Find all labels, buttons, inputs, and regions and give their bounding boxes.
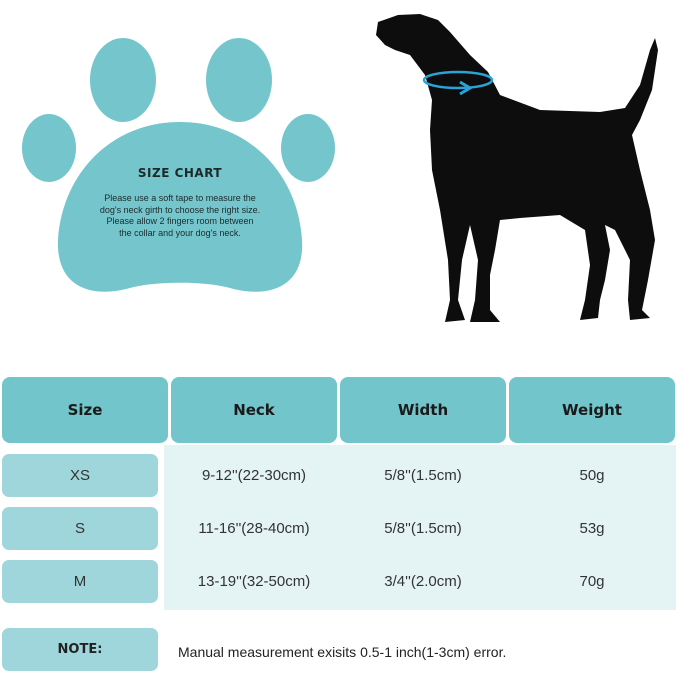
dog-silhouette xyxy=(376,14,658,322)
header-width: Width xyxy=(340,377,506,443)
weight-cell: 70g xyxy=(579,573,605,590)
header-neck: Neck xyxy=(171,377,337,443)
instruction-line: the collar and your dog's neck. xyxy=(119,227,241,238)
instruction-line: Please allow 2 fingers room between xyxy=(106,216,254,226)
weight-cell: 50g xyxy=(579,467,605,484)
measuring-tape-icon xyxy=(422,70,494,96)
width-cell: 3/4''(2.0cm) xyxy=(384,573,462,590)
width-cell: 5/8''(1.5cm) xyxy=(384,467,462,484)
width-cell: 5/8''(1.5cm) xyxy=(384,520,462,537)
neck-cell: 9-12''(22-30cm) xyxy=(201,467,307,484)
note-text: Manual measurement exisits 0.5-1 inch(1-… xyxy=(178,644,507,660)
header-weight: Weight xyxy=(509,377,675,443)
neck-cell: 13-19''(32-50cm) xyxy=(197,573,311,590)
instruction-line: Please use a soft tape to measure the xyxy=(104,193,256,203)
size-xs: XS xyxy=(2,454,158,497)
size-m: M xyxy=(2,560,158,603)
size-s: S xyxy=(2,507,158,550)
neck-cell: 11-16''(28-40cm) xyxy=(198,520,310,537)
size-chart-title: SIZE CHART xyxy=(137,166,223,180)
header-size: Size xyxy=(2,377,168,443)
instruction-line: dog's neck girth to choose the right siz… xyxy=(99,204,261,215)
weight-cell: 53g xyxy=(579,520,605,537)
illustration xyxy=(22,14,658,322)
measure-instructions: Please use a soft tape to measure the do… xyxy=(60,193,300,239)
note-label: NOTE: xyxy=(2,628,158,671)
table-body xyxy=(164,445,676,610)
paw-icon xyxy=(22,38,335,292)
